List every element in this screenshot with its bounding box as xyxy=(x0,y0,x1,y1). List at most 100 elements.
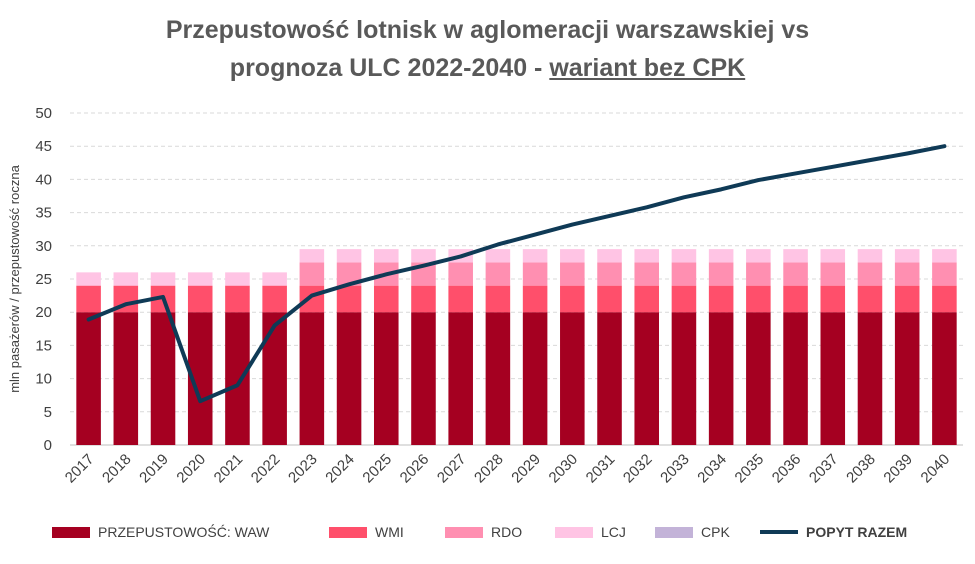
bar-przepustowo-waw-2038 xyxy=(857,312,883,445)
bar-przepustowo-waw-2036 xyxy=(783,312,808,445)
legend-item: CPK xyxy=(655,524,730,540)
legend-item: RDO xyxy=(445,524,522,540)
x-tick-label: 2024 xyxy=(322,451,358,487)
bar-rdo-2037 xyxy=(820,262,846,286)
x-tick-label: 2026 xyxy=(397,451,433,487)
bar-wmi-2034 xyxy=(708,285,734,313)
bars xyxy=(76,249,957,445)
y-tick-label: 50 xyxy=(35,105,52,122)
bar-lcj-2026 xyxy=(411,249,436,263)
legend-item: LCJ xyxy=(555,524,626,540)
x-tick-label: 2021 xyxy=(211,451,247,487)
legend-label: RDO xyxy=(491,524,523,540)
demand-line xyxy=(86,144,947,404)
bar-wmi-2028 xyxy=(485,285,511,313)
legend-item: WMI xyxy=(329,524,404,540)
chart-title-variant: wariant bez CPK xyxy=(549,54,746,82)
legend-swatch xyxy=(655,526,693,538)
bar-przepustowo-waw-2039 xyxy=(894,312,920,445)
bar-rdo-2032 xyxy=(634,262,660,286)
bar-wmi-2032 xyxy=(634,285,660,313)
x-tick-label: 2031 xyxy=(583,451,619,487)
bar-lcj-2022 xyxy=(262,272,287,286)
gridlines xyxy=(70,112,963,446)
bar-przepustowo-waw-2017 xyxy=(76,312,101,445)
bar-przepustowo-waw-2024 xyxy=(336,312,362,445)
bar-lcj-2028 xyxy=(485,249,511,263)
bar-wmi-2020 xyxy=(187,285,213,313)
x-tick-label: 2022 xyxy=(248,451,284,487)
bar-wmi-2037 xyxy=(820,285,846,313)
legend-swatch xyxy=(555,526,593,538)
bar-rdo-2039 xyxy=(894,262,920,286)
bar-wmi-2031 xyxy=(597,285,622,313)
x-tick-label: 2034 xyxy=(694,451,730,487)
x-tick-label: 2037 xyxy=(806,451,842,487)
bar-lcj-2024 xyxy=(336,249,362,263)
x-tick-label: 2033 xyxy=(657,451,693,487)
bar-rdo-2034 xyxy=(708,262,734,286)
y-axis-ticks: 0 5 10 15 20 25 30 35 40 45 50 xyxy=(35,105,52,454)
bar-rdo-2029 xyxy=(522,262,548,286)
bar-wmi-2038 xyxy=(857,285,883,313)
bar-przepustowo-waw-2037 xyxy=(820,312,846,445)
bar-wmi-2025 xyxy=(373,285,399,313)
series-line-popyt-razem xyxy=(86,144,947,404)
bar-rdo-2028 xyxy=(485,262,511,286)
y-tick-label: 20 xyxy=(35,304,52,321)
x-tick-label: 2036 xyxy=(769,451,805,487)
bar-przepustowo-waw-2018 xyxy=(113,312,139,445)
bar-lcj-2037 xyxy=(820,249,846,263)
bar-lcj-2017 xyxy=(76,272,101,286)
bar-przepustowo-waw-2028 xyxy=(485,312,511,445)
x-tick-label: 2017 xyxy=(62,451,98,487)
legend-label: POPYT RAZEM xyxy=(806,524,908,540)
legend-item: POPYT RAZEM xyxy=(760,524,907,540)
bar-wmi-2026 xyxy=(411,285,436,313)
bar-wmi-2017 xyxy=(76,285,101,313)
bar-lcj-2019 xyxy=(150,272,176,286)
y-tick-label: 5 xyxy=(44,404,52,421)
bar-lcj-2036 xyxy=(783,249,808,263)
legend-label: WMI xyxy=(375,524,404,540)
x-tick-label: 2023 xyxy=(285,451,321,487)
bar-wmi-2033 xyxy=(671,285,697,313)
bar-przepustowo-waw-2031 xyxy=(597,312,622,445)
bar-rdo-2038 xyxy=(857,262,883,286)
bar-lcj-2034 xyxy=(708,249,734,263)
bar-wmi-2030 xyxy=(560,285,585,313)
bar-przepustowo-waw-2027 xyxy=(448,312,473,445)
x-tick-label: 2029 xyxy=(508,451,544,487)
bar-wmi-2036 xyxy=(783,285,808,313)
x-tick-label: 2038 xyxy=(843,451,879,487)
bar-przepustowo-waw-2019 xyxy=(150,312,176,445)
bar-przepustowo-waw-2022 xyxy=(262,312,287,445)
legend-swatch xyxy=(445,526,483,538)
bar-przepustowo-waw-2026 xyxy=(411,312,436,445)
bar-rdo-2024 xyxy=(336,262,362,286)
bar-lcj-2038 xyxy=(857,249,883,263)
x-tick-label: 2020 xyxy=(173,451,209,487)
bar-przepustowo-waw-2034 xyxy=(708,312,734,445)
bar-wmi-2027 xyxy=(448,285,473,313)
x-tick-label: 2035 xyxy=(732,451,768,487)
x-tick-label: 2019 xyxy=(136,451,172,487)
bar-rdo-2036 xyxy=(783,262,808,286)
bar-lcj-2033 xyxy=(671,249,697,263)
bar-wmi-2040 xyxy=(932,285,957,313)
bar-wmi-2024 xyxy=(336,285,362,313)
bar-lcj-2021 xyxy=(225,272,250,286)
y-tick-label: 45 xyxy=(35,138,52,155)
y-axis-label: mln pasażerów / przepustowość roczna xyxy=(7,164,22,392)
bar-wmi-2035 xyxy=(746,285,771,313)
y-tick-label: 0 xyxy=(44,437,52,454)
bar-lcj-2040 xyxy=(932,249,957,263)
bar-lcj-2029 xyxy=(522,249,548,263)
bar-przepustowo-waw-2029 xyxy=(522,312,548,445)
bar-rdo-2035 xyxy=(746,262,771,286)
bar-lcj-2018 xyxy=(113,272,139,286)
bar-lcj-2025 xyxy=(373,249,399,263)
bar-przepustowo-waw-2035 xyxy=(746,312,771,445)
legend-swatch xyxy=(52,526,90,538)
